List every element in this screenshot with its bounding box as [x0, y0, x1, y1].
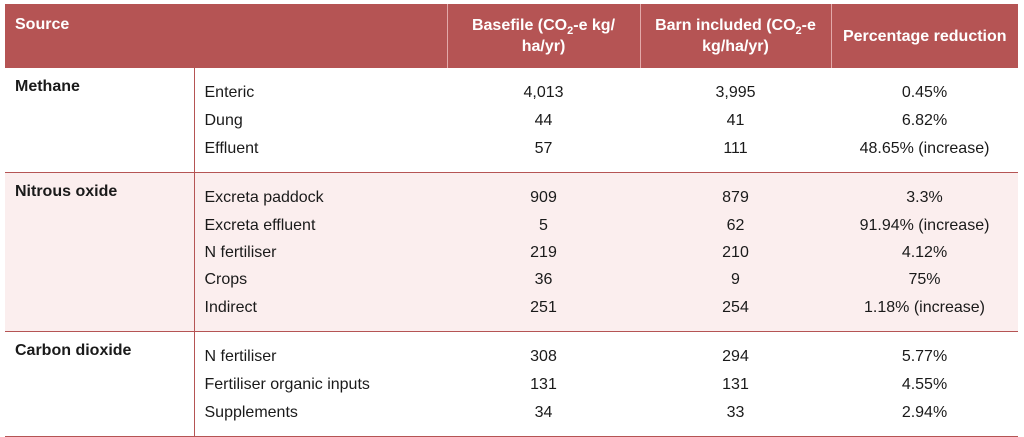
basefile-cell: 34: [447, 398, 640, 437]
basefile-cell: 4,013: [447, 68, 640, 107]
basefile-cell: 36: [447, 266, 640, 293]
barn-cell: 41: [640, 107, 831, 134]
item-cell: N fertiliser: [193, 331, 447, 371]
barn-cell: 254: [640, 293, 831, 332]
basefile-cell: 131: [447, 371, 640, 398]
basefile-cell: 909: [447, 172, 640, 212]
table-row: Nitrous oxide Excreta paddock 909 879 3.…: [5, 172, 1018, 332]
barn-cell: 3,995: [640, 68, 831, 107]
percentage-cell: 6.82%: [831, 107, 1018, 134]
table-row: Methane Enteric 4,013 3,995 0.45%: [5, 68, 1018, 173]
percentage-cell: 2.94%: [831, 398, 1018, 437]
source-cell: Methane: [5, 68, 194, 173]
barn-cell: 210: [640, 239, 831, 266]
table-row: Dung 44 41 6.82%: [5, 107, 1018, 134]
barn-cell: 9: [640, 266, 831, 293]
item-cell: Dung: [193, 107, 447, 134]
table-row: Carbon dioxide N fertiliser 308 294 5.77…: [5, 331, 1018, 437]
item-cell: Effluent: [193, 134, 447, 173]
item-cell: Crops: [193, 266, 447, 293]
percentage-cell: 3.3%: [831, 172, 1018, 212]
percentage-cell: 91.94% (increase): [831, 212, 1018, 239]
item-cell: Indirect: [193, 293, 447, 332]
item-cell: Enteric: [193, 68, 447, 107]
basefile-cell: 44: [447, 107, 640, 134]
table-row: Crops 36 9 75%: [5, 266, 1018, 293]
percentage-cell: 1.18% (increase): [831, 293, 1018, 332]
header-basefile: Basefile (CO2-e kg/ ha/yr): [446, 4, 640, 68]
basefile-cell: 5: [447, 212, 640, 239]
item-cell: N fertiliser: [193, 239, 447, 266]
item-cell: Fertiliser organic inputs: [193, 371, 447, 398]
barn-cell: 131: [640, 371, 831, 398]
basefile-cell: 57: [447, 134, 640, 173]
table-row: Fertiliser organic inputs 131 131 4.55%: [5, 371, 1018, 398]
item-cell: Excreta paddock: [193, 172, 447, 212]
basefile-cell: 219: [447, 239, 640, 266]
percentage-cell: 4.55%: [831, 371, 1018, 398]
header-percentage-reduction: Percentage reduction: [830, 4, 1018, 68]
barn-cell: 62: [640, 212, 831, 239]
header-source: Source: [5, 4, 447, 68]
header-barn-included: Barn included (CO2-e kg/ha/yr): [639, 4, 831, 68]
percentage-cell: 75%: [831, 266, 1018, 293]
item-cell: Supplements: [193, 398, 447, 437]
percentage-cell: 4.12%: [831, 239, 1018, 266]
table-header: Source Basefile (CO2-e kg/ ha/yr) Barn i…: [5, 4, 1018, 68]
table-row: Effluent 57 111 48.65% (increase): [5, 134, 1018, 173]
table-row: Indirect 251 254 1.18% (increase): [5, 293, 1018, 332]
item-cell: Excreta effluent: [193, 212, 447, 239]
barn-cell: 33: [640, 398, 831, 437]
table-row: N fertiliser 219 210 4.12%: [5, 239, 1018, 266]
source-cell: Carbon dioxide: [5, 331, 194, 437]
source-cell: Nitrous oxide: [5, 172, 194, 332]
table-row: Excreta effluent 5 62 91.94% (increase): [5, 212, 1018, 239]
barn-cell: 294: [640, 331, 831, 371]
table-body: Methane Enteric 4,013 3,995 0.45% Dung 4…: [5, 68, 1018, 437]
barn-cell: 879: [640, 172, 831, 212]
emissions-table: Source Basefile (CO2-e kg/ ha/yr) Barn i…: [5, 4, 1018, 437]
barn-cell: 111: [640, 134, 831, 173]
percentage-cell: 48.65% (increase): [831, 134, 1018, 173]
percentage-cell: 0.45%: [831, 68, 1018, 107]
basefile-cell: 251: [447, 293, 640, 332]
percentage-cell: 5.77%: [831, 331, 1018, 371]
basefile-cell: 308: [447, 331, 640, 371]
